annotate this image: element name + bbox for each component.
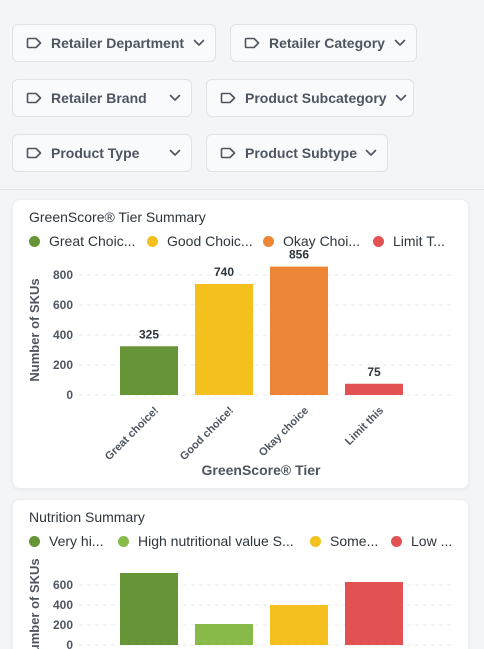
- data-label: 325: [139, 327, 159, 341]
- filter-label: Retailer Department: [51, 35, 185, 51]
- chevron-down-icon: [193, 39, 205, 46]
- card-title: Nutrition Summary: [29, 509, 145, 525]
- y-tick-label: 600: [53, 578, 73, 592]
- bar: [345, 383, 403, 395]
- bar: [195, 284, 253, 395]
- bar: [345, 582, 403, 645]
- legend-dot: [29, 235, 40, 247]
- bar: [195, 624, 253, 645]
- chart-legend: Very hi... High nutritional value S... S…: [29, 533, 459, 551]
- filter-label: Product Type: [51, 145, 140, 161]
- tier-bar-chart: 0 200 400 600 800 Number of SKUs 325 Great choi…: [27, 248, 454, 478]
- bar: [120, 573, 178, 645]
- bar: [270, 266, 328, 395]
- tag-icon: [26, 92, 42, 104]
- y-tick-label: 0: [66, 638, 73, 649]
- x-tick-label: Okay choice: [257, 405, 311, 459]
- y-tick-label: 200: [53, 618, 73, 632]
- legend-label: High nutritional value S...: [138, 533, 294, 549]
- bar: [120, 346, 178, 395]
- product-type-filter[interactable]: Product Type: [12, 134, 192, 172]
- filter-label: Retailer Brand: [51, 90, 147, 106]
- tier-summary-card: GreenScore® Tier Summary Great Choic... …: [12, 199, 469, 489]
- legend-item-good-choice[interactable]: Good Choic...: [147, 233, 257, 249]
- y-tick-label: 200: [53, 358, 73, 372]
- legend-item-low[interactable]: Low ...: [391, 533, 461, 549]
- x-tick-label: Good choice!: [178, 405, 236, 463]
- y-tick-label: 800: [53, 268, 73, 282]
- tag-icon: [26, 147, 42, 159]
- legend-dot: [310, 535, 321, 547]
- filter-label: Product Subcategory: [245, 90, 387, 106]
- tag-icon: [220, 92, 236, 104]
- legend-item-okay-choice[interactable]: Okay Choi...: [263, 233, 367, 249]
- y-tick-label: 400: [53, 598, 73, 612]
- nutrition-bar-chart: 0 200 400 600 Number of SKUs: [27, 558, 454, 649]
- legend-item-very-high[interactable]: Very hi...: [29, 533, 115, 549]
- legend-label: Low ...: [411, 533, 453, 549]
- legend-dot: [391, 535, 402, 547]
- chevron-down-icon: [395, 94, 406, 101]
- bar: [270, 605, 328, 645]
- product-subtype-filter[interactable]: Product Subtype: [206, 134, 388, 172]
- legend-label: Great Choic...: [49, 233, 136, 249]
- legend-label: Very hi...: [49, 533, 104, 549]
- y-tick-label: 400: [53, 328, 73, 342]
- tag-icon: [244, 37, 260, 49]
- data-label: 75: [367, 365, 381, 379]
- legend-dot: [118, 535, 129, 547]
- retailer-department-filter[interactable]: Retailer Department: [12, 24, 216, 62]
- legend-item-great-choice[interactable]: Great Choic...: [29, 233, 144, 249]
- filter-label: Retailer Category: [269, 35, 385, 51]
- legend-label: Some...: [330, 533, 379, 549]
- legend-dot: [147, 235, 158, 247]
- legend-label: Good Choic...: [167, 233, 253, 249]
- legend-label: Limit T...: [393, 233, 445, 249]
- legend-item-some[interactable]: Some...: [310, 533, 384, 549]
- product-subcategory-filter[interactable]: Product Subcategory: [206, 79, 414, 117]
- filter-label: Product Subtype: [245, 145, 358, 161]
- chevron-down-icon: [169, 94, 181, 101]
- x-tick-label: Limit this: [343, 405, 386, 448]
- legend-dot: [373, 235, 384, 247]
- legend-item-high-nutritional[interactable]: High nutritional value S...: [118, 533, 303, 549]
- y-tick-label: 0: [66, 388, 73, 402]
- legend-label: Okay Choi...: [283, 233, 361, 249]
- retailer-brand-filter[interactable]: Retailer Brand: [12, 79, 192, 117]
- card-title: GreenScore® Tier Summary: [29, 209, 206, 225]
- retailer-category-filter[interactable]: Retailer Category: [230, 24, 417, 62]
- chart-legend: Great Choic... Good Choic... Okay Choi..…: [29, 233, 459, 251]
- y-tick-label: 600: [53, 298, 73, 312]
- data-label: 856: [289, 248, 309, 262]
- legend-dot: [263, 235, 274, 247]
- tag-icon: [26, 37, 42, 49]
- data-label: 740: [214, 265, 234, 279]
- x-tick-label: Great choice!: [103, 405, 161, 463]
- y-axis-label: Number of SKUs: [27, 278, 42, 381]
- legend-item-limit-this[interactable]: Limit T...: [373, 233, 463, 249]
- legend-dot: [29, 535, 40, 547]
- x-axis-label: GreenScore® Tier: [202, 462, 322, 478]
- chevron-down-icon: [365, 149, 377, 156]
- y-axis-label: Number of SKUs: [27, 558, 42, 649]
- chevron-down-icon: [394, 39, 406, 46]
- tag-icon: [220, 147, 236, 159]
- filters-panel: Retailer Department Retailer Category Re…: [0, 0, 484, 190]
- nutrition-summary-card: Nutrition Summary Very hi... High nutrit…: [12, 499, 469, 649]
- chevron-down-icon: [169, 149, 181, 156]
